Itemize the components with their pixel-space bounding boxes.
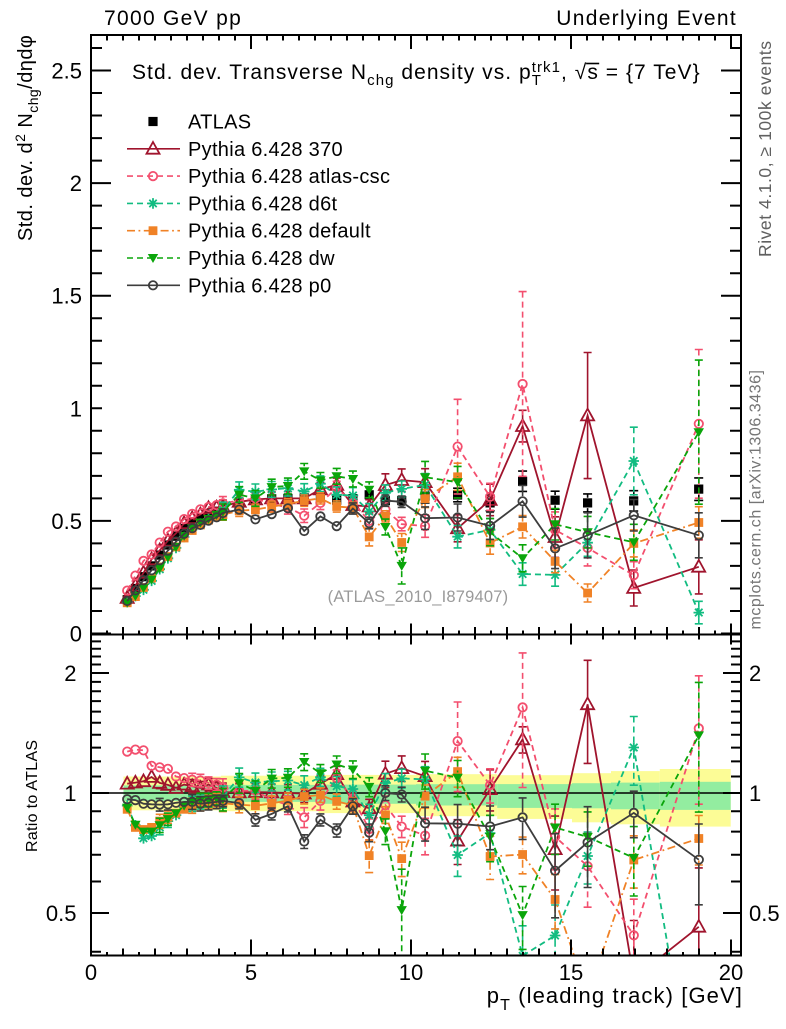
svg-text:0.5: 0.5 [46,901,77,926]
svg-text:1: 1 [64,781,76,806]
svg-text:Pythia 6.428 default: Pythia 6.428 default [188,221,371,243]
svg-text:Underlying Event: Underlying Event [556,7,737,30]
svg-text:Pythia 6.428 370: Pythia 6.428 370 [188,139,343,161]
svg-text:Pythia 6.428 p0: Pythia 6.428 p0 [188,275,332,297]
svg-text:0: 0 [70,622,82,647]
svg-text:10: 10 [399,960,423,985]
svg-text:Ratio to ATLAS: Ratio to ATLAS [24,740,41,852]
svg-text:2: 2 [64,661,76,686]
svg-text:1: 1 [749,781,761,806]
svg-text:15: 15 [559,960,583,985]
svg-text:mcplots.cern.ch [arXiv:1306.34: mcplots.cern.ch [arXiv:1306.3436] [748,369,765,629]
svg-text:1.5: 1.5 [51,284,82,309]
svg-text:2.5: 2.5 [51,59,82,84]
svg-text:0.5: 0.5 [51,509,82,534]
svg-text:ATLAS: ATLAS [188,112,251,134]
svg-text:Pythia 6.428 atlas-csc: Pythia 6.428 atlas-csc [188,166,390,188]
svg-text:Pythia 6.428 d6t: Pythia 6.428 d6t [188,193,337,215]
svg-text:0: 0 [85,960,97,985]
svg-text:Rivet 4.1.0, ≥ 100k events: Rivet 4.1.0, ≥ 100k events [755,40,775,257]
svg-text:5: 5 [245,960,257,985]
svg-text:0.5: 0.5 [749,901,780,926]
svg-text:7000 GeV pp: 7000 GeV pp [104,7,242,30]
svg-text:1: 1 [70,396,82,421]
svg-text:Pythia 6.428 dw: Pythia 6.428 dw [188,248,335,270]
svg-text:20: 20 [719,960,743,985]
svg-text:(ATLAS_2010_I879407): (ATLAS_2010_I879407) [328,588,509,606]
svg-text:2: 2 [70,171,82,196]
svg-text:2: 2 [749,661,761,686]
